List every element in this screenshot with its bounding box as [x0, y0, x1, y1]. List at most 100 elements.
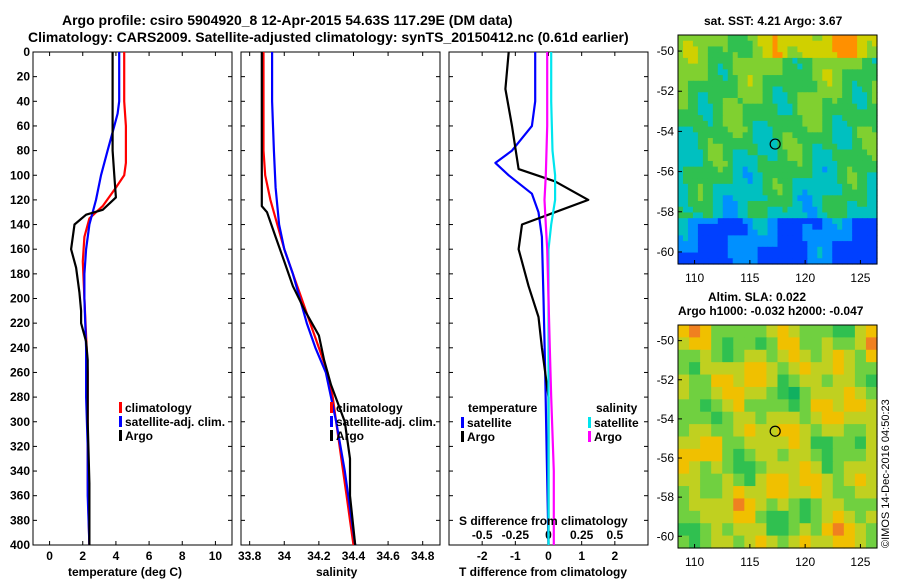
map-cell	[832, 69, 838, 76]
map-cell	[802, 57, 808, 65]
map-cell	[707, 212, 714, 219]
map-cell	[837, 40, 843, 48]
map-cell	[762, 155, 769, 162]
map-cell	[797, 218, 803, 225]
map-cell	[711, 535, 723, 549]
map-cell	[717, 149, 724, 156]
map-cell	[772, 195, 779, 202]
map-cell	[807, 75, 813, 82]
map-cell	[782, 183, 789, 191]
map-cell	[744, 510, 756, 524]
map-cell	[832, 325, 845, 338]
map-cell	[862, 149, 868, 156]
x-top-tick-label: 0.5	[606, 528, 623, 542]
map-cell	[777, 241, 784, 248]
map-cell	[772, 189, 779, 196]
map-cell	[797, 212, 803, 219]
map-cell	[777, 109, 784, 116]
map-cell	[865, 399, 878, 413]
map-cell	[842, 218, 848, 225]
x-tick-label: 2	[611, 549, 618, 563]
map-cell	[772, 103, 779, 111]
map-cell	[817, 212, 823, 219]
map-cell	[742, 75, 749, 82]
map-cell	[732, 155, 739, 162]
map-cell	[852, 75, 858, 82]
map-cell	[812, 246, 818, 254]
map-cell	[697, 40, 704, 48]
map-cell	[867, 258, 873, 265]
map-cell	[837, 258, 843, 265]
map-cell	[702, 166, 709, 173]
map-cell	[722, 258, 729, 265]
map-cell	[762, 206, 769, 214]
map-cell	[822, 252, 828, 259]
map-cell	[682, 35, 689, 42]
y-tick-label: 200	[10, 292, 30, 306]
map-cell	[727, 229, 734, 236]
map-cell	[772, 92, 779, 99]
map-cell	[842, 155, 848, 162]
map-cell	[702, 69, 709, 76]
map-cell	[747, 252, 754, 259]
map-cell	[842, 212, 848, 219]
map-cell	[777, 183, 784, 191]
map-cell	[682, 178, 689, 185]
map-cell	[692, 172, 699, 179]
y-tick-label: 0	[23, 45, 30, 59]
y-tick-label: 120	[10, 193, 30, 207]
map-cell	[777, 172, 784, 179]
map-cell	[832, 103, 838, 111]
map-cell	[832, 448, 845, 462]
map-cell	[692, 97, 699, 105]
map-cell	[837, 172, 843, 179]
map-cell	[802, 63, 808, 70]
map-cell	[757, 183, 764, 191]
map-cell	[767, 189, 774, 196]
map-cell	[752, 40, 759, 48]
map-cell	[797, 115, 803, 122]
map-cell	[742, 258, 749, 265]
map-cell	[857, 183, 863, 191]
map-cell	[762, 57, 769, 65]
map-cell	[802, 149, 808, 156]
map-cell	[755, 325, 768, 338]
map-cell	[732, 235, 739, 242]
map-cell	[832, 362, 845, 376]
map-cell	[817, 258, 823, 265]
map-cell	[678, 258, 684, 265]
map-cell	[807, 149, 813, 156]
map-cell	[737, 149, 744, 156]
map-cell	[707, 160, 714, 168]
map-cell	[687, 52, 694, 59]
map-cell	[842, 178, 848, 185]
map-cell	[755, 349, 768, 363]
map-x-tick-label: 125	[850, 271, 870, 285]
legend-label-argo: Argo	[336, 429, 364, 443]
map-cell	[812, 172, 818, 179]
map-cell	[872, 241, 878, 248]
map-cell	[872, 178, 878, 185]
map-cell	[755, 411, 768, 425]
map-cell	[702, 86, 709, 93]
map-cell	[702, 120, 709, 128]
map-cell	[722, 212, 729, 219]
map-cell	[692, 126, 699, 133]
sla-map-title-line2: Argo h1000: -0.032 h2000: -0.047	[678, 304, 864, 318]
map-cell	[799, 349, 812, 363]
map-cell	[742, 178, 749, 185]
map-cell	[832, 183, 838, 191]
map-cell	[755, 535, 768, 549]
map-cell	[802, 97, 808, 105]
legend-label-climatology: climatology	[336, 401, 403, 415]
map-cell	[862, 252, 868, 259]
map-cell	[812, 218, 818, 225]
map-cell	[752, 206, 759, 214]
map-cell	[802, 201, 808, 208]
map-cell	[767, 218, 774, 225]
map-cell	[692, 120, 699, 128]
map-cell	[862, 246, 868, 254]
map-cell	[867, 189, 873, 196]
map-cell	[822, 246, 828, 254]
map-cell	[767, 201, 774, 208]
